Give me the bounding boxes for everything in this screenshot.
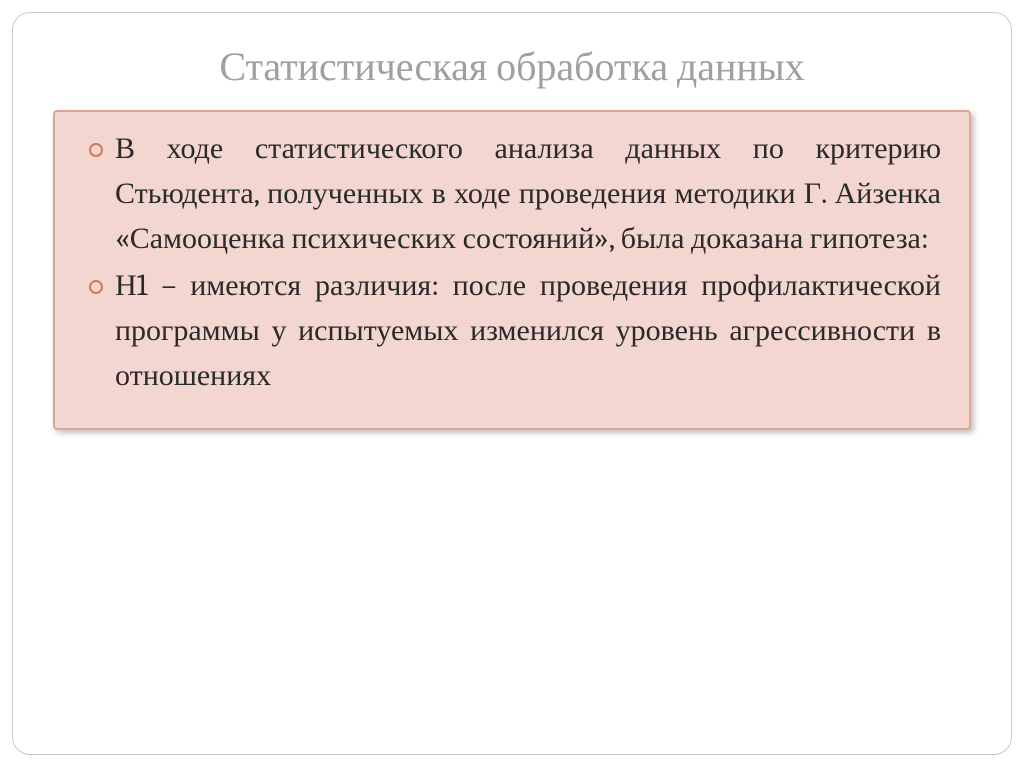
- list-item: В ходе статистического анализа данных по…: [83, 126, 941, 261]
- content-box: В ходе статистического анализа данных по…: [53, 110, 971, 430]
- list-item: Н1 – имеются различия: после проведения …: [83, 263, 941, 398]
- slide-frame: Статистическая обработка данных В ходе с…: [12, 12, 1012, 755]
- slide-title: Статистическая обработка данных: [53, 43, 971, 90]
- bullet-list: В ходе статистического анализа данных по…: [83, 126, 941, 398]
